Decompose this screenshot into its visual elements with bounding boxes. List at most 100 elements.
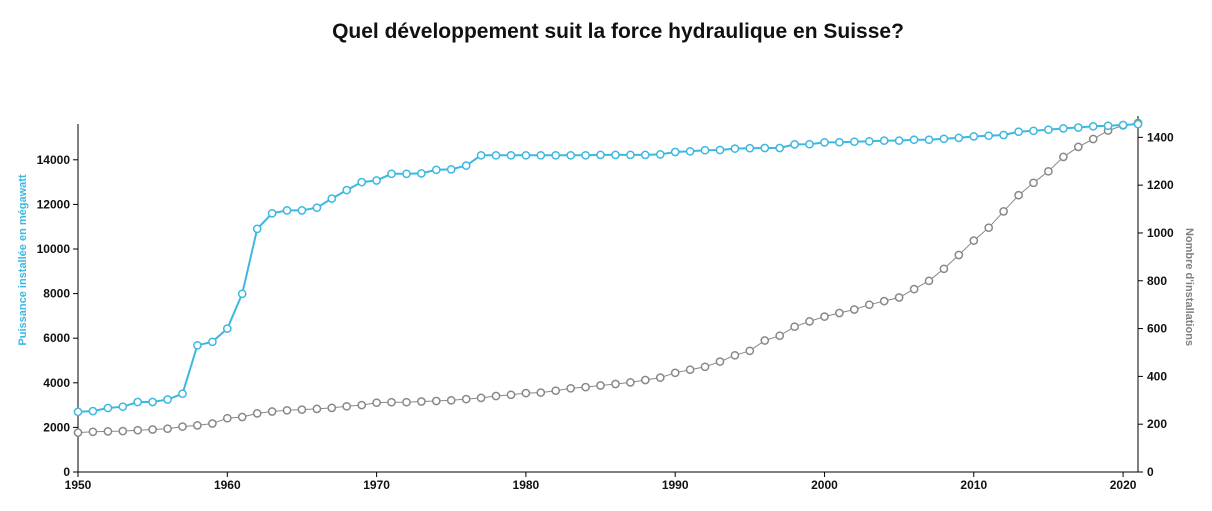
data-point xyxy=(685,146,695,156)
data-point xyxy=(252,409,262,418)
data-point xyxy=(133,425,143,435)
data-point xyxy=(357,177,367,187)
data-point xyxy=(1029,178,1038,188)
y-left-tick-label: 12000 xyxy=(37,197,71,211)
data-point xyxy=(103,427,113,436)
data-point xyxy=(461,161,471,170)
data-point xyxy=(536,150,546,160)
data-point xyxy=(999,207,1008,216)
data-point xyxy=(969,132,979,141)
data-point xyxy=(745,143,755,153)
data-point xyxy=(939,264,949,274)
data-point xyxy=(715,145,725,155)
data-point xyxy=(566,383,576,393)
data-point xyxy=(596,150,605,160)
series-left xyxy=(73,119,1143,417)
data-point xyxy=(491,391,501,401)
y-right-tick-label: 1400 xyxy=(1147,130,1174,144)
data-point xyxy=(506,150,516,160)
data-point xyxy=(178,389,187,399)
chart-title: Quel développement suit la force hydraul… xyxy=(332,20,904,43)
data-point xyxy=(431,396,441,406)
y-right-tick-label: 400 xyxy=(1147,369,1167,383)
data-point xyxy=(820,312,829,321)
data-point xyxy=(999,130,1008,140)
y-left-tick-label: 10000 xyxy=(37,242,71,256)
data-point xyxy=(237,412,247,422)
data-point xyxy=(282,206,292,215)
x-tick-label: 1970 xyxy=(363,478,390,492)
y-left-tick-label: 0 xyxy=(63,465,70,479)
data-point xyxy=(521,388,531,398)
data-point xyxy=(88,427,98,437)
data-point xyxy=(222,324,232,333)
data-point xyxy=(909,135,919,145)
data-point xyxy=(655,150,665,159)
data-point xyxy=(1029,126,1038,136)
y-right-tick-label: 200 xyxy=(1147,417,1167,431)
data-point xyxy=(700,145,710,155)
data-point xyxy=(924,135,934,145)
data-point xyxy=(312,203,322,213)
data-point xyxy=(894,293,904,302)
data-point xyxy=(1073,142,1083,152)
y-left-axis-title: Puissance installée en mégawatt xyxy=(17,174,29,346)
x-tick-label: 2000 xyxy=(811,478,838,492)
data-point xyxy=(835,137,844,147)
data-point xyxy=(909,284,919,294)
x-tick-label: 1960 xyxy=(214,478,241,492)
data-point xyxy=(626,378,635,387)
y-left-tick-label: 8000 xyxy=(43,287,70,301)
y-right-tick-label: 1200 xyxy=(1147,178,1174,192)
data-point xyxy=(163,424,172,434)
data-point xyxy=(775,143,785,153)
x-tick-label: 1990 xyxy=(662,478,689,492)
data-point xyxy=(685,365,695,375)
data-point xyxy=(835,308,844,318)
y-left-tick-label: 14000 xyxy=(37,153,71,167)
data-point xyxy=(596,381,605,390)
data-point xyxy=(864,300,874,310)
data-point xyxy=(879,296,889,306)
data-point xyxy=(730,144,740,153)
data-point xyxy=(267,407,277,416)
data-point xyxy=(73,428,83,437)
data-point xyxy=(297,405,307,414)
data-point xyxy=(103,403,113,413)
data-point xyxy=(1088,134,1098,144)
data-point xyxy=(969,236,979,245)
data-point xyxy=(715,357,725,366)
data-point xyxy=(566,150,576,160)
data-point xyxy=(73,407,83,417)
data-point xyxy=(805,317,814,326)
data-point xyxy=(954,133,964,143)
data-point xyxy=(163,395,172,404)
data-point xyxy=(88,406,98,416)
data-point xyxy=(1133,119,1143,129)
data-point xyxy=(118,402,128,412)
data-point xyxy=(1014,190,1023,200)
data-point xyxy=(805,139,814,149)
data-point xyxy=(342,401,352,411)
data-point xyxy=(118,426,128,436)
data-point xyxy=(1014,127,1023,137)
data-point xyxy=(1059,124,1068,133)
data-point xyxy=(446,165,456,174)
data-point xyxy=(849,137,859,147)
series-line xyxy=(77,123,1139,413)
data-point xyxy=(1103,121,1113,131)
data-point xyxy=(760,336,770,345)
data-point xyxy=(476,393,486,403)
data-point xyxy=(1059,152,1068,162)
data-point xyxy=(581,382,590,392)
data-point xyxy=(670,368,680,378)
data-point xyxy=(491,150,501,160)
data-point xyxy=(193,340,202,350)
data-point xyxy=(1073,123,1083,132)
data-point xyxy=(1118,120,1128,130)
data-point xyxy=(611,150,620,160)
data-point xyxy=(417,169,426,178)
data-point xyxy=(984,223,994,233)
y-right-axis-title: Nombre d'installations xyxy=(1183,228,1195,346)
